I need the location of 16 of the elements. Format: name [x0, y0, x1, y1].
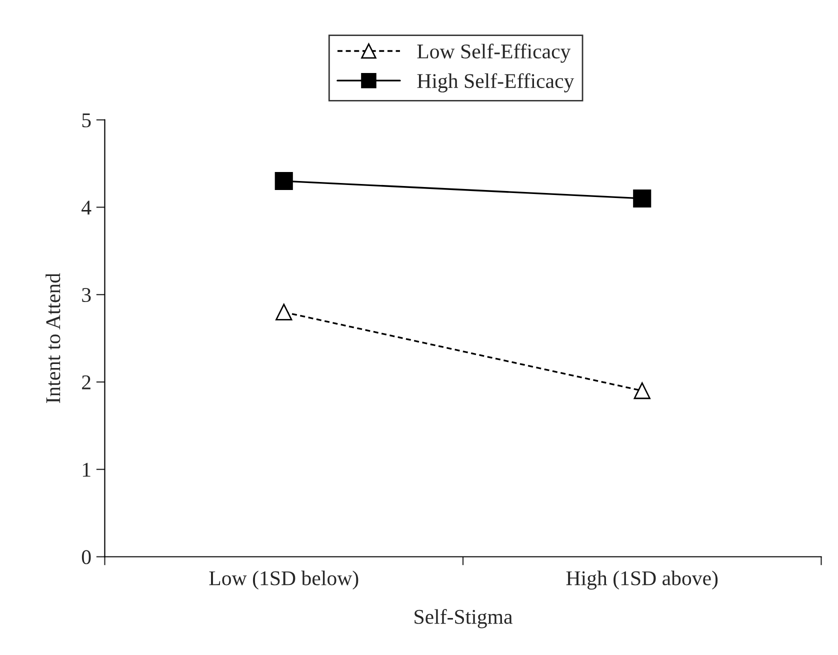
y-tick-label: 2 [82, 375, 90, 390]
y-tick-label: 5 [82, 113, 91, 128]
y-tick-label: 1 [82, 462, 90, 477]
x-tick-label: Low (1SD below) [209, 570, 358, 590]
legend-label: Low Self-Efficacy [417, 44, 571, 63]
point [634, 382, 650, 400]
x-tick-label: High (1SD above) [566, 570, 718, 590]
x-axis-title: Self-Stigma [414, 609, 512, 628]
legend-label: High Self-Efficacy [417, 73, 574, 92]
y-tick-label: 3 [82, 288, 91, 302]
y-tick-label: 4 [82, 200, 92, 214]
point [276, 304, 292, 320]
point [274, 172, 293, 190]
point [633, 189, 652, 208]
y-tick-label: 0 [82, 550, 91, 564]
y-axis-title: Intent to Attend [46, 273, 60, 403]
